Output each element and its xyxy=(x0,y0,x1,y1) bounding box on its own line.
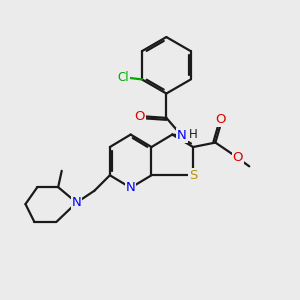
Text: S: S xyxy=(189,169,197,182)
Text: H: H xyxy=(189,128,197,141)
Text: O: O xyxy=(215,112,226,126)
Text: O: O xyxy=(232,151,243,164)
Text: N: N xyxy=(126,181,136,194)
Text: Cl: Cl xyxy=(117,71,129,84)
Text: N: N xyxy=(177,129,187,142)
Text: N: N xyxy=(72,196,82,209)
Text: O: O xyxy=(134,110,145,123)
